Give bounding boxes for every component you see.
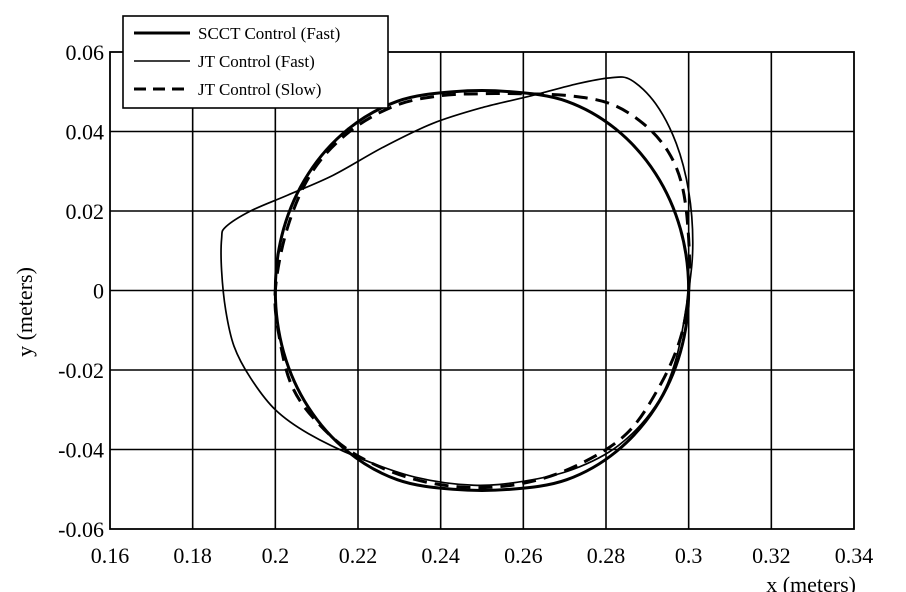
y-tick-label: 0 <box>93 279 104 304</box>
y-tick-label: -0.06 <box>58 517 104 542</box>
x-axis-title: x (meters) <box>766 572 856 592</box>
y-tick-label: -0.04 <box>58 438 104 463</box>
y-tick-label: 0.06 <box>66 40 105 65</box>
y-tick-label: 0.02 <box>66 199 105 224</box>
legend-label-0: SCCT Control (Fast) <box>198 24 340 43</box>
x-tick-label: 0.3 <box>675 543 703 568</box>
x-tick-label: 0.2 <box>262 543 290 568</box>
x-tick-label: 0.34 <box>835 543 874 568</box>
y-tick-label: -0.02 <box>58 358 104 383</box>
legend-label-2: JT Control (Slow) <box>198 80 321 99</box>
legend-label-1: JT Control (Fast) <box>198 52 315 71</box>
x-tick-label: 0.24 <box>421 543 460 568</box>
grid <box>110 52 854 529</box>
series <box>220 76 694 492</box>
y-tick-labels: 0.06 0.04 0.02 0 -0.02 -0.04 -0.06 <box>58 40 104 542</box>
y-axis-title: y (meters) <box>12 267 37 357</box>
x-tick-label: 0.26 <box>504 543 543 568</box>
series-line-2 <box>273 91 692 490</box>
x-tick-label: 0.28 <box>587 543 626 568</box>
x-tick-label: 0.18 <box>173 543 212 568</box>
x-tick-label: 0.16 <box>91 543 130 568</box>
legend: SCCT Control (Fast) JT Control (Fast) JT… <box>122 15 389 109</box>
series-line-1 <box>220 76 694 487</box>
x-tick-label: 0.32 <box>752 543 791 568</box>
y-tick-label: 0.04 <box>66 120 105 145</box>
legend-box <box>122 15 389 109</box>
x-tick-labels: 0.16 0.18 0.2 0.22 0.24 0.26 0.28 0.3 0.32 0.34 <box>91 543 874 568</box>
x-tick-label: 0.22 <box>339 543 378 568</box>
plot-frame <box>109 51 855 530</box>
